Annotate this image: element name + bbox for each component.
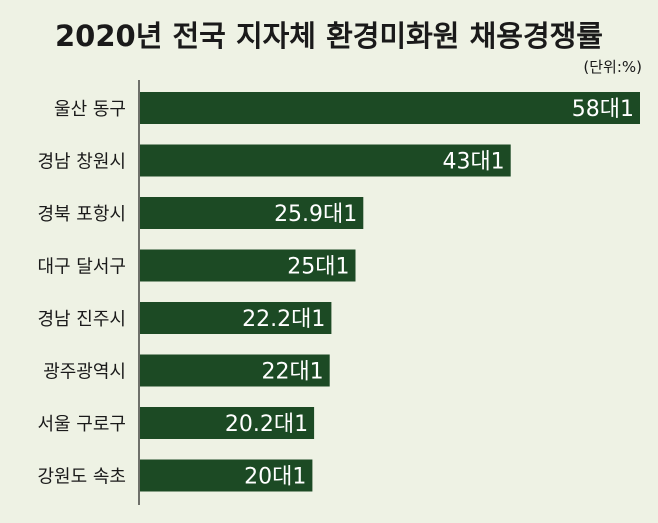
category-label-1: 울산 동구 [54, 99, 126, 120]
category-label-3: 경북 포항시 [37, 204, 126, 225]
category-label-2: 경남 창원시 [37, 152, 126, 173]
bar-8 [140, 459, 313, 492]
bar-1 [140, 92, 640, 124]
value-label-1: 58대1 [572, 97, 634, 122]
bar-4 [140, 249, 356, 282]
value-label-5: 22.2대1 [242, 307, 325, 332]
chart-title: 2020년 전국 지자체 환경미화원 채용경쟁률 [55, 19, 603, 53]
value-label-7: 20.2대1 [225, 412, 308, 437]
value-label-4: 25대1 [287, 255, 349, 280]
bar-3 [140, 197, 364, 229]
unit-note: (단위:%) [583, 58, 642, 76]
category-label-6: 광주광역시 [43, 362, 126, 383]
category-label-5: 경남 진주시 [37, 309, 126, 330]
category-label-7: 서울 구로구 [37, 414, 126, 435]
value-label-8: 20대1 [244, 465, 306, 490]
bar-2 [140, 144, 511, 177]
bar-5 [140, 302, 332, 334]
value-label-6: 22대1 [261, 360, 323, 385]
bar-6 [140, 354, 330, 387]
category-label-4: 대구 달서구 [37, 257, 126, 278]
bar-7 [140, 407, 315, 439]
value-label-3: 25.9대1 [274, 202, 357, 227]
category-label-8: 강원도 속초 [37, 467, 126, 488]
value-label-2: 43대1 [442, 150, 504, 175]
